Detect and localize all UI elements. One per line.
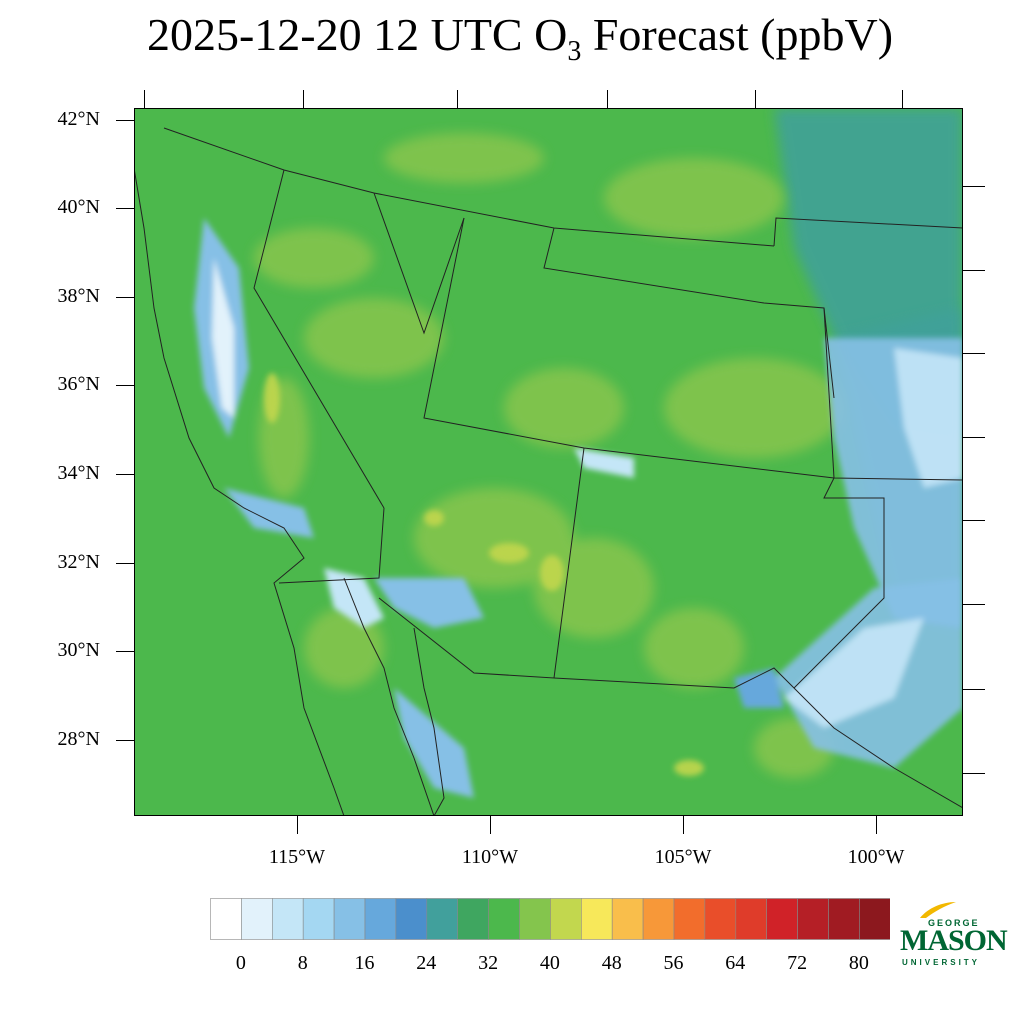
title-subscript: 3 [567,36,582,68]
colorbar-cell [364,898,397,940]
colorbar-cell [519,898,551,940]
top-tick-5 [755,90,756,108]
lon-tick-100 [876,816,877,834]
lat-label-40: 40°N [57,196,100,218]
top-tick-1 [144,90,145,108]
lat-tick-36 [116,385,134,386]
lon-label-105: 105°W [654,846,712,868]
map-title: 2025-12-20 12 UTC O3 Forecast (ppbV) [0,8,1024,68]
colorbar-cell [797,898,829,940]
colorbar-tick-label: 32 [478,952,499,974]
lon-label-100: 100°W [847,846,905,868]
right-tick-3 [963,353,985,354]
top-tick-2 [303,90,304,108]
colorbar-cell [271,898,304,940]
right-tick-5 [963,520,985,521]
colorbar-tick-label: 80 [848,952,869,974]
colorbar-cell [488,898,520,940]
colorbar-cell [210,898,242,940]
colorbar-tick-label: 24 [416,952,437,974]
lat-tick-30 [116,651,134,652]
colorbar-cell [611,898,644,940]
logo-line1: GEORGE [928,918,980,928]
colorbar-cell [766,898,798,940]
colorbar-cell [704,898,737,940]
ozone-map [134,108,963,816]
colorbar-cell [457,898,489,940]
colorbar-cell [302,898,335,940]
lat-label-30: 30°N [57,639,100,661]
lon-label-110: 110°W [461,846,519,868]
lat-tick-34 [116,474,134,475]
right-tick-8 [963,773,985,774]
lat-tick-38 [116,297,134,298]
colorbar-tick-label: 72 [787,952,808,974]
colorbar-cell [828,898,860,940]
lat-label-38: 38°N [57,285,100,307]
right-tick-1 [963,186,985,187]
right-tick-7 [963,689,985,690]
colorbar-tick-label: 16 [354,952,375,974]
colorbar-tick-label: 0 [235,952,246,974]
coastline [134,167,445,816]
lat-label-28: 28°N [57,728,100,750]
lon-label-115: 115°W [268,846,326,868]
lat-tick-40 [116,208,134,209]
logo-swoosh-icon [920,902,956,918]
right-tick-2 [963,270,985,271]
colorbar [210,898,890,940]
state-borders [163,127,963,809]
lat-label-32: 32°N [57,551,100,573]
logo-line2: MASON [900,924,1008,957]
lat-tick-32 [116,563,134,564]
colorbar-cell [550,898,582,940]
colorbar-cell [426,898,459,940]
colorbar-tick-label: 64 [725,952,746,974]
colorbar-tick-label: 56 [663,952,684,974]
lat-label-36: 36°N [57,373,100,395]
top-tick-6 [902,90,903,108]
lat-label-34: 34°N [57,462,100,484]
title-text: 2025-12-20 12 UTC O [146,9,568,60]
lat-tick-28 [116,740,134,741]
colorbar-cell [333,898,366,940]
right-tick-4 [963,437,985,438]
lat-tick-42 [116,120,134,121]
lon-tick-115 [297,816,298,834]
colorbar-tick-label: 8 [297,952,308,974]
right-tick-6 [963,604,985,605]
colorbar-cell [859,898,890,940]
map-frame [134,108,963,816]
logo-line3: UNIVERSITY [902,958,981,967]
lon-tick-105 [683,816,684,834]
title-suffix: Forecast (ppbV) [581,9,894,60]
lon-tick-110 [490,816,491,834]
yellow-green-patches [264,373,704,776]
lat-label-42: 42°N [57,108,100,130]
low-ozone-regions [194,218,963,798]
top-tick-3 [457,90,458,108]
colorbar-cell [395,898,428,940]
gmu-logo: GEORGE MASON UNIVERSITY [898,898,1008,968]
colorbar-tick-label: 48 [601,952,622,974]
colorbar-cell [642,898,675,940]
top-tick-4 [607,90,608,108]
colorbar-tick-label: 40 [539,952,560,974]
colorbar-cell [241,898,273,940]
colorbar-cell [673,898,706,940]
colorbar-cell [580,898,613,940]
colorbar-cell [735,898,767,940]
